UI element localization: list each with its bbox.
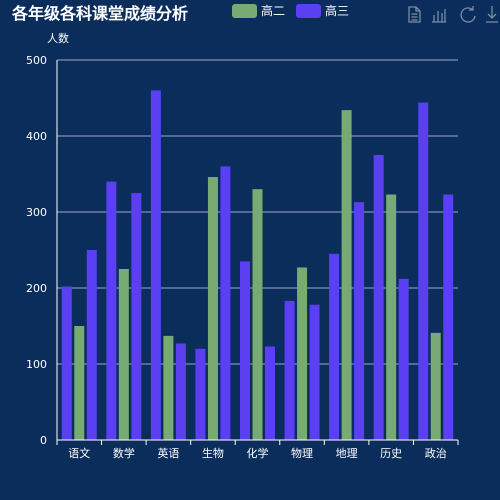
refresh-icon[interactable] <box>460 6 476 23</box>
x-tick-label: 政治 <box>425 446 447 460</box>
bar-高三-英语[interactable] <box>175 343 186 440</box>
axes: 0 100 200 300 400 500 语文 数学 英语 生物 化学 物理 地理 历史 政治 <box>26 54 459 460</box>
bar-高三-政治[interactable] <box>443 194 454 440</box>
x-tick-label: 英语 <box>157 446 179 460</box>
bar-高一-物理[interactable] <box>284 300 295 440</box>
bar-chart-icon[interactable] <box>432 9 446 23</box>
bar-高三-历史[interactable] <box>398 278 409 440</box>
bar-高一-英语[interactable] <box>150 90 161 441</box>
bar-高三-地理[interactable] <box>354 202 365 440</box>
toolbox <box>408 6 498 23</box>
bar-高二-化学[interactable] <box>252 189 263 440</box>
x-tick-label: 生物 <box>202 446 224 460</box>
bar-高二-英语[interactable] <box>163 335 174 440</box>
download-icon[interactable] <box>486 6 498 23</box>
bar-高一-生物[interactable] <box>195 348 206 440</box>
bar-高三-生物[interactable] <box>220 166 231 440</box>
bar-高一-化学[interactable] <box>240 261 250 440</box>
bar-高一-数学[interactable] <box>106 181 117 440</box>
y-tick-label: 0 <box>40 434 47 447</box>
x-tick-label: 语文 <box>68 446 90 460</box>
data-view-icon[interactable] <box>408 6 421 23</box>
bar-高二-语文[interactable] <box>74 326 85 440</box>
legend-label-gaosan[interactable]: 高三 <box>325 3 349 18</box>
x-tick-label: 物理 <box>291 446 313 460</box>
y-axis-label: 人数 <box>47 32 69 45</box>
y-tick-label: 500 <box>26 54 47 67</box>
bar-高一-历史[interactable] <box>373 155 384 440</box>
bar-高二-地理[interactable] <box>341 110 352 440</box>
bar-高二-物理[interactable] <box>297 267 308 440</box>
bar-高二-生物[interactable] <box>207 177 218 441</box>
x-tick-label: 地理 <box>336 447 358 460</box>
bar-高一-政治[interactable] <box>418 102 429 440</box>
legend: 高二 高三 <box>232 3 349 18</box>
x-tick-label: 化学 <box>247 446 269 460</box>
bar-高三-语文[interactable] <box>86 250 97 440</box>
bar-高一-语文[interactable] <box>61 286 72 440</box>
legend-swatch-gaosan[interactable] <box>296 4 321 18</box>
y-tick-label: 400 <box>26 130 47 143</box>
bar-高三-数学[interactable] <box>131 193 142 440</box>
y-tick-label: 200 <box>26 282 47 295</box>
chart-title: 各年级各科课堂成绩分析 <box>11 4 188 23</box>
legend-swatch-gaoer[interactable] <box>232 4 257 18</box>
bar-高一-地理[interactable] <box>329 253 340 440</box>
x-tick-label: 历史 <box>380 447 402 460</box>
bar-高二-数学[interactable] <box>118 269 129 440</box>
y-tick-label: 100 <box>26 358 47 371</box>
bar-高三-物理[interactable] <box>309 304 320 440</box>
x-tick-label: 数学 <box>113 446 135 460</box>
legend-label-gaoer[interactable]: 高二 <box>261 3 285 18</box>
bar-series <box>61 90 454 441</box>
bar-高三-化学[interactable] <box>265 346 275 440</box>
bar-高二-历史[interactable] <box>386 194 397 440</box>
y-tick-label: 300 <box>26 206 47 219</box>
bar-高二-政治[interactable] <box>430 332 441 440</box>
